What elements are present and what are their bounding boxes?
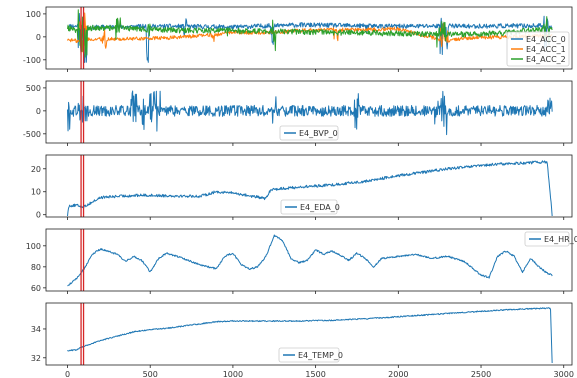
axes-frame (45, 228, 573, 292)
y-tick-label: 60 (31, 284, 41, 293)
legend-label-e4-acc-2: E4_ACC_2 (526, 55, 566, 64)
x-tick-label: 1500 (305, 370, 325, 378)
y-tick-label: 0 (36, 33, 41, 42)
series-line-e4-acc-0 (67, 12, 553, 63)
panel-1: -100 0 100 E4_ACC_0E4_ACC_1E4_ACC_2 (23, 6, 573, 72)
plot-area (67, 81, 553, 143)
axes-frame (45, 302, 573, 366)
series-line-e4-temp-0 (67, 307, 553, 363)
series-line-e4-bvp-0 (67, 90, 553, 136)
y-tick-label: 0 (36, 107, 41, 116)
legend-label-e4-bvp-0: E4_BVP_0 (299, 129, 338, 138)
x-tick-label: 1000 (223, 370, 243, 378)
y-tick-label: 100 (26, 242, 41, 251)
legend-box (524, 231, 570, 247)
y-tick-label: 34 (31, 325, 41, 334)
panel-3: 0 10 20 E4_EDA_0 (31, 154, 573, 220)
legend-label-e4-hr-0: E4_HR_0 (544, 235, 577, 244)
y-tick-label: 0 (36, 211, 41, 220)
y-tick-label: 32 (31, 354, 41, 363)
y-tick-label: 10 (31, 188, 41, 197)
series-line-e4-acc-2 (67, 9, 553, 58)
y-tick-label: -100 (23, 56, 41, 65)
x-tick-label: 3000 (554, 370, 574, 378)
legend-label-e4-eda-0: E4_EDA_0 (300, 203, 340, 212)
series-line-e4-eda-0 (67, 160, 553, 217)
plot-area (67, 303, 553, 365)
panel-2: -500 0 500 E4_BVP_0 (23, 80, 573, 146)
axes-frame (45, 6, 573, 70)
x-tick-label: 0 (65, 370, 70, 378)
panel-4: 60 80 100 E4_HR_0 (26, 228, 577, 294)
legend-box (279, 125, 339, 141)
legend: E4_EDA_0 (280, 199, 340, 215)
legend-label-e4-temp-0: E4_TEMP_0 (298, 351, 343, 360)
plot-area (67, 7, 553, 69)
series-line-e4-acc-1 (67, 12, 553, 54)
y-tick-label: -500 (23, 130, 41, 139)
axes-frame (45, 154, 573, 218)
legend: E4_TEMP_0 (278, 347, 343, 363)
legend: E4_BVP_0 (279, 125, 339, 141)
x-tick-label: 2500 (471, 370, 491, 378)
y-tick-label: 20 (31, 165, 41, 174)
legend: E4_HR_0 (524, 231, 577, 247)
x-tick-label: 500 (143, 370, 158, 378)
x-tick-label: 2000 (388, 370, 408, 378)
legend-box (278, 347, 340, 363)
series-line-e4-hr-0 (67, 234, 553, 287)
y-tick-label: 500 (26, 84, 41, 93)
y-tick-label: 100 (26, 10, 41, 19)
plot-area (67, 229, 553, 291)
legend-box (506, 31, 570, 67)
axes-frame (45, 80, 573, 144)
y-tick-label: 80 (31, 263, 41, 272)
legend-label-e4-acc-1: E4_ACC_1 (526, 45, 566, 54)
panel-5: 32 34 0 500 1000 1500 2000 2500 3000 E4_TEMP_0 (31, 302, 574, 378)
legend-label-e4-acc-0: E4_ACC_0 (526, 35, 566, 44)
legend: E4_ACC_0E4_ACC_1E4_ACC_2 (506, 31, 570, 67)
legend-box (280, 199, 338, 215)
plot-area (67, 155, 553, 217)
